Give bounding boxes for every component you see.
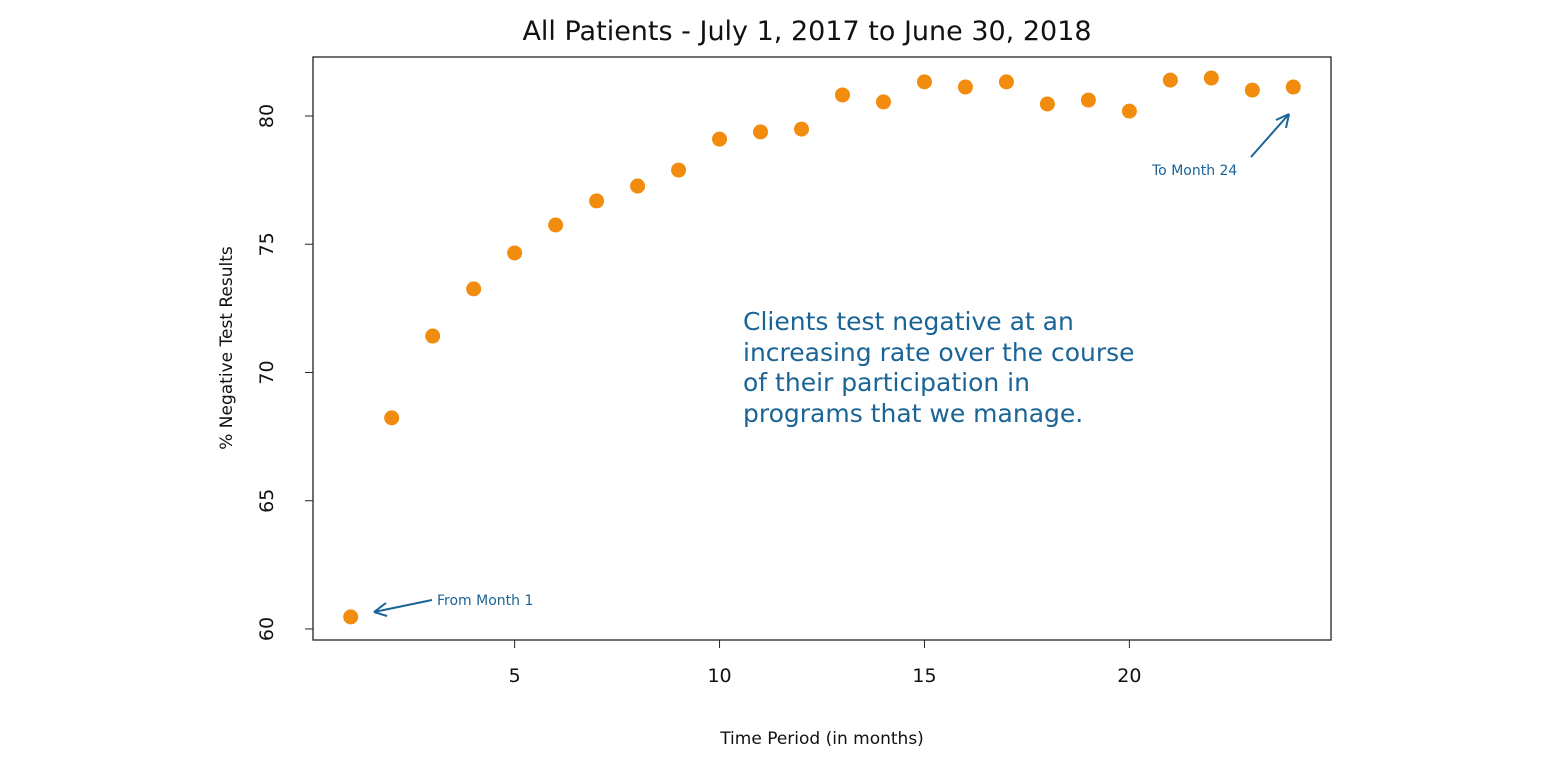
arrowhead-end-icon	[1275, 113, 1290, 129]
x-tick-label: 20	[1117, 665, 1141, 687]
data-point	[916, 74, 932, 90]
y-tick-label: 65	[256, 489, 278, 513]
annotation-end-label: To Month 24	[1151, 163, 1237, 179]
data-point	[425, 328, 441, 344]
data-point	[1285, 79, 1301, 95]
chart-title: All Patients - July 1, 2017 to June 30, …	[522, 16, 1091, 47]
data-point	[671, 162, 687, 178]
data-point	[466, 281, 482, 297]
arrow-start	[373, 599, 433, 613]
data-point	[834, 87, 850, 103]
data-point	[998, 74, 1014, 90]
data-point	[589, 193, 605, 209]
y-axis-label: % Negative Test Results	[217, 246, 237, 450]
y-axis: 60 65 70 75 80	[256, 104, 313, 641]
note-line: Clients test negative at an	[743, 307, 1074, 336]
data-point	[1080, 92, 1096, 108]
arrowhead-start-icon	[373, 602, 388, 617]
y-tick-label: 60	[256, 617, 278, 641]
data-point	[384, 410, 400, 426]
arrow-end	[1250, 113, 1290, 158]
note-line: of their participation in	[743, 368, 1030, 397]
x-tick-label: 5	[509, 665, 521, 687]
data-point	[507, 245, 523, 261]
data-point	[343, 609, 359, 625]
data-point	[794, 121, 810, 137]
annotation-end: To Month 24	[1151, 113, 1290, 179]
data-point	[753, 124, 769, 140]
note-line: increasing rate over the course	[743, 338, 1135, 367]
x-tick-label: 15	[912, 665, 936, 687]
data-point	[957, 79, 973, 95]
data-point	[548, 217, 564, 233]
data-point	[1039, 96, 1055, 112]
x-tick-label: 10	[707, 665, 731, 687]
y-tick-label: 70	[256, 360, 278, 384]
data-point	[875, 94, 891, 110]
data-point	[1121, 103, 1137, 119]
data-point	[1203, 70, 1219, 86]
note-line: programs that we manage.	[743, 399, 1083, 428]
data-points	[343, 70, 1301, 625]
data-point	[1162, 72, 1178, 88]
y-tick-label: 75	[256, 232, 278, 256]
plot-frame	[312, 56, 1332, 641]
data-point	[712, 131, 728, 147]
data-point	[630, 178, 646, 194]
annotation-start: From Month 1	[373, 593, 533, 617]
annotation-note: Clients test negative at an increasing r…	[743, 307, 1135, 428]
annotation-start-label: From Month 1	[437, 593, 533, 609]
data-point	[1244, 82, 1260, 98]
y-tick-label: 80	[256, 104, 278, 128]
x-axis: 5 10 15 20	[509, 640, 1141, 687]
x-axis-label: Time Period (in months)	[719, 729, 924, 749]
